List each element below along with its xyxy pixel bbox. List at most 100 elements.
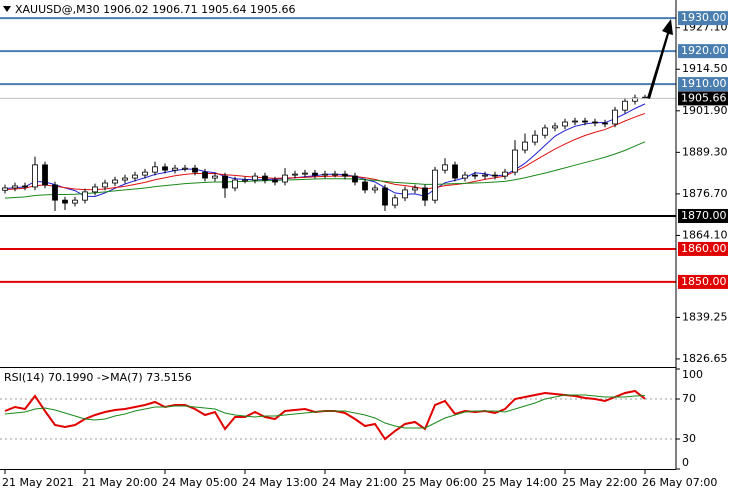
candle-body: [202, 171, 208, 179]
y-tick-label: 70: [682, 392, 696, 405]
candle-body: [582, 120, 588, 123]
y-tick-label: 1876.70: [682, 187, 728, 200]
candle-body: [402, 189, 408, 199]
level-label: 1860.00: [681, 242, 727, 255]
price-label: 1905.66: [681, 91, 727, 104]
candle-body: [242, 179, 248, 182]
menu-triangle[interactable]: [3, 6, 11, 12]
candle-body: [172, 167, 178, 171]
candle-body: [52, 184, 58, 201]
level-tag: [678, 208, 728, 223]
candle-body: [522, 141, 528, 151]
candle-body: [182, 167, 188, 170]
rsi-line: [4, 394, 646, 429]
moving-average: [4, 141, 646, 199]
candle-body: [222, 175, 228, 189]
level-label: 1850.00: [681, 275, 727, 288]
y-tick-label: 1864.10: [682, 228, 728, 241]
x-tick-label: 21 May 20:00: [82, 476, 157, 489]
candle-body: [472, 174, 478, 177]
x-tick-label: 24 May 21:00: [322, 476, 397, 489]
candle-body: [72, 199, 78, 204]
candle-body: [542, 127, 548, 136]
level-label: 1930.00: [681, 11, 727, 24]
x-tick-label: 21 May 2021: [2, 476, 74, 489]
candle-body: [512, 149, 518, 173]
level-label: 1870.00: [681, 209, 727, 222]
candle-body: [562, 121, 568, 127]
candle-body: [272, 179, 278, 183]
level-label: 1920.00: [681, 44, 727, 57]
rsi-panel: [0, 389, 676, 441]
axes: 1927.101914.501901.901889.301876.701864.…: [0, 0, 728, 489]
candle-body: [592, 121, 598, 124]
price-panel: [0, 17, 676, 283]
candle-body: [32, 164, 38, 188]
level-label: 1910.00: [681, 77, 727, 90]
candle-body: [122, 177, 128, 181]
candle-body: [362, 181, 368, 191]
candle-body: [62, 199, 68, 204]
candle-body: [22, 185, 28, 188]
candle-body: [332, 173, 338, 176]
candle-body: [602, 122, 608, 125]
candle-body: [312, 172, 318, 176]
x-tick-label: 25 May 22:00: [562, 476, 637, 489]
candle-body: [2, 187, 8, 191]
candle-body: [442, 164, 448, 171]
y-tick-label: 30: [682, 432, 696, 445]
y-tick-label: 100: [682, 368, 703, 381]
level-tag: [678, 77, 728, 92]
y-tick-label: 1901.90: [682, 104, 728, 117]
candle-body: [482, 174, 488, 177]
x-tick-label: 25 May 06:00: [402, 476, 477, 489]
candle-body: [502, 171, 508, 177]
candle-body: [252, 175, 258, 181]
candle-body: [372, 187, 378, 191]
candle-body: [302, 172, 308, 175]
candle-body: [12, 185, 18, 189]
candle-body: [392, 197, 398, 206]
rsi-title: RSI(14) 70.1990 ->MA(7) 73.5156: [4, 371, 192, 384]
candle-body: [552, 125, 558, 129]
level-tag: [678, 11, 728, 26]
candle-body: [142, 171, 148, 176]
level-tag: [678, 274, 728, 289]
candle-body: [462, 174, 468, 179]
y-tick-label: 1839.25: [682, 310, 728, 323]
candle-body: [382, 187, 388, 206]
candle-body: [292, 173, 298, 176]
y-tick-label: 1826.65: [682, 352, 728, 365]
y-tick-label: 1889.30: [682, 145, 728, 158]
candle-body: [232, 179, 238, 189]
candle-body: [622, 100, 628, 111]
candle-body: [162, 166, 168, 171]
candle-body: [212, 175, 218, 179]
x-tick-label: 26 May 07:00: [642, 476, 717, 489]
chart-title: XAUUSD@,M30 1906.02 1906.71 1905.64 1905…: [15, 3, 296, 16]
candle-body: [42, 164, 48, 186]
candle-body: [132, 174, 138, 179]
candle-body: [572, 120, 578, 123]
candle-body: [322, 173, 328, 176]
candle-body: [452, 164, 458, 179]
candle-body: [102, 182, 108, 188]
candle-body: [352, 175, 358, 183]
candle-body: [342, 173, 348, 177]
x-tick-label: 24 May 05:00: [162, 476, 237, 489]
candle-body: [532, 134, 538, 143]
candle-body: [612, 109, 618, 125]
price-tag: [678, 91, 728, 106]
candle-body: [92, 186, 98, 193]
candle-body: [192, 167, 198, 173]
title-bg: [0, 1, 290, 17]
candle-body: [422, 187, 428, 201]
candle-body: [82, 191, 88, 201]
candle-body: [432, 169, 438, 201]
arrow: [647, 19, 673, 99]
level-tag: [678, 241, 728, 256]
level-tag: [678, 44, 728, 59]
x-tick-label: 25 May 14:00: [482, 476, 557, 489]
